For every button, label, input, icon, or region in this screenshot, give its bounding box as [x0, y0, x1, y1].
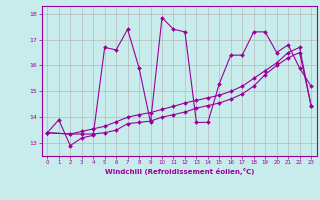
X-axis label: Windchill (Refroidissement éolien,°C): Windchill (Refroidissement éolien,°C)	[105, 168, 254, 175]
